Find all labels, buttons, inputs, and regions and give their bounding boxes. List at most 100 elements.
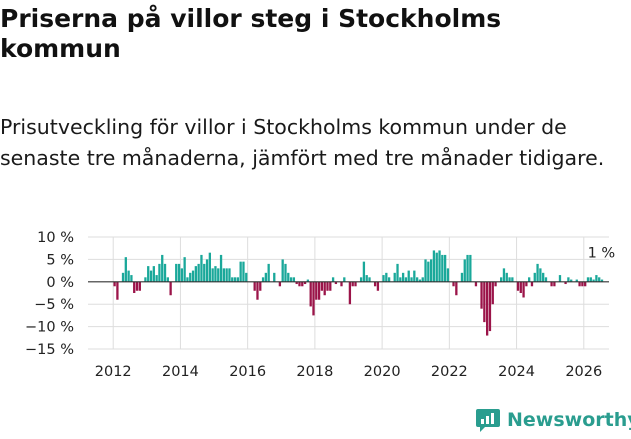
data-bar (284, 263, 287, 282)
data-bar (292, 277, 296, 282)
data-bar (575, 279, 578, 282)
data-bar (312, 281, 315, 316)
data-bar (301, 281, 304, 287)
data-bar (362, 261, 366, 282)
data-bar (331, 277, 335, 282)
data-bar (191, 270, 195, 282)
data-bar (393, 272, 396, 282)
data-bar (522, 281, 525, 298)
data-bar (231, 277, 234, 282)
data-bar (486, 281, 489, 336)
data-bar (418, 279, 422, 282)
y-tick-label: 10 % (37, 230, 74, 246)
data-bar (222, 268, 225, 282)
data-bar (214, 266, 217, 282)
data-bar (595, 275, 598, 282)
newsworthy-logo-icon (476, 409, 500, 432)
data-bar (421, 277, 424, 282)
data-bar (530, 281, 534, 287)
data-bar (197, 263, 200, 282)
data-bar (158, 263, 161, 282)
chart-title: Priserna på villor steg i Stockholms kom… (0, 4, 502, 63)
data-bar (581, 281, 584, 287)
data-bar (469, 254, 472, 282)
data-bar (584, 281, 587, 287)
newsworthy-logo-text: Newsworthy (507, 409, 631, 431)
data-bar (491, 281, 494, 305)
data-bar (261, 277, 265, 282)
y-tick-label: −10 % (25, 320, 74, 336)
data-bar (385, 272, 388, 282)
latest-value-annotation: 1 % (588, 245, 616, 261)
data-bar (480, 281, 483, 309)
x-tick-label: 2016 (229, 364, 266, 380)
data-bar (463, 259, 466, 282)
data-bar (589, 277, 592, 282)
data-bar (180, 268, 183, 282)
data-bar (309, 281, 312, 307)
data-bar (116, 281, 119, 300)
data-bar (511, 277, 514, 282)
data-bar (177, 263, 181, 282)
data-bar (130, 275, 133, 282)
data-bar (113, 281, 116, 287)
data-bar (586, 277, 590, 282)
data-bar (281, 259, 284, 282)
data-bar (443, 254, 447, 282)
data-bar (267, 263, 270, 282)
data-bar (354, 281, 357, 287)
data-bar (245, 272, 248, 282)
chart-subtitle: Prisutveckling för villor i Stockholms k… (0, 115, 605, 170)
data-bar (147, 266, 150, 282)
data-bar (320, 281, 324, 291)
data-bar (399, 277, 402, 282)
data-bar (455, 281, 458, 296)
data-bar (404, 277, 408, 282)
data-bar (368, 277, 371, 282)
x-tick-label: 2024 (498, 364, 535, 380)
data-bar (259, 281, 262, 291)
data-bar (329, 281, 332, 291)
data-bar (427, 261, 430, 282)
data-bar (138, 281, 141, 291)
data-bar (121, 272, 125, 282)
data-bar (533, 272, 536, 282)
data-bar (256, 281, 259, 300)
data-bar (382, 275, 385, 282)
data-bar (567, 277, 570, 282)
y-tick-label: −5 % (34, 297, 74, 313)
data-bar (298, 281, 301, 287)
data-bar (135, 281, 139, 291)
data-bar (592, 279, 595, 282)
data-bar (494, 281, 497, 287)
x-tick-label: 2026 (565, 364, 602, 380)
data-bar (228, 268, 231, 282)
data-bar (373, 281, 377, 287)
data-bar (225, 268, 228, 282)
data-bar (441, 254, 444, 282)
data-bar (236, 277, 240, 282)
data-bar (474, 281, 478, 287)
data-bar (175, 263, 178, 282)
data-bar (483, 281, 486, 323)
data-bar (149, 270, 153, 282)
data-bar (415, 277, 419, 282)
data-bar (438, 250, 441, 282)
data-bar (340, 281, 343, 287)
data-bar (525, 281, 528, 287)
data-bar (550, 281, 553, 287)
data-bar (278, 281, 282, 287)
data-bar (183, 257, 186, 282)
data-bar (208, 252, 211, 282)
data-bar (186, 277, 189, 282)
x-tick-label: 2014 (162, 364, 199, 380)
data-bar (211, 268, 214, 282)
data-bar (519, 281, 522, 293)
x-tick-label: 2018 (296, 364, 333, 380)
data-bar (387, 277, 391, 282)
data-bar (163, 263, 167, 282)
data-bar (578, 281, 581, 287)
data-bar (326, 281, 329, 291)
data-bar (289, 277, 293, 282)
data-bar (429, 259, 433, 282)
